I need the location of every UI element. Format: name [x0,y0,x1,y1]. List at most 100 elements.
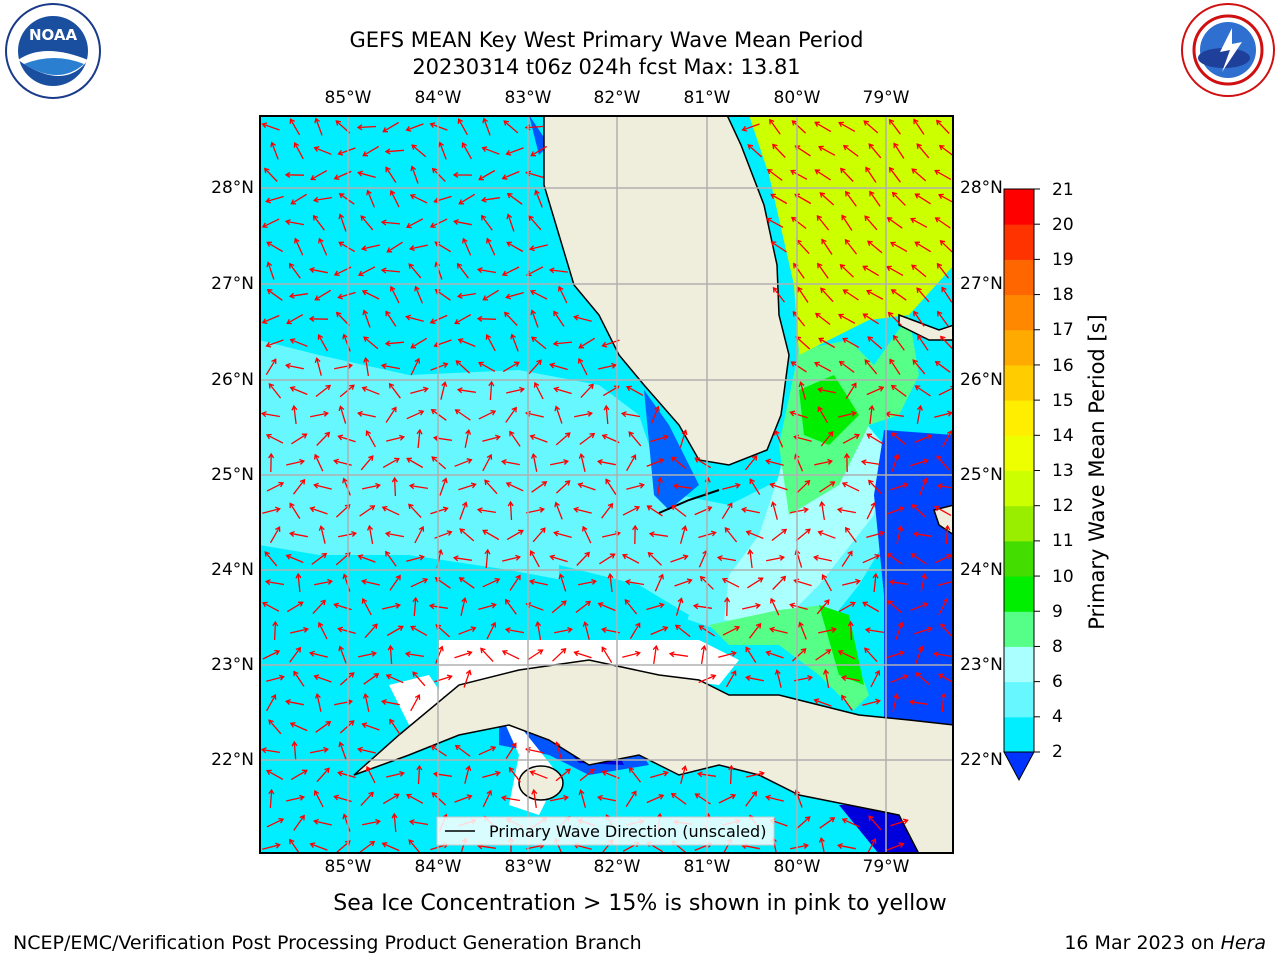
wave-direction-arrow [408,819,429,826]
wave-direction-arrow [380,363,401,370]
lon-tick-bottom: 82°W [593,857,641,877]
wave-direction-arrow [317,621,328,640]
lat-tick-right: 24°N [960,560,1003,580]
colorbar-tick: 10 [1052,567,1074,587]
wave-direction-arrow [553,310,565,327]
wave-direction-arrow [816,215,830,231]
wave-direction-arrow [410,577,429,588]
wave-direction-arrow [818,337,836,349]
wave-direction-arrow [795,816,811,830]
wave-direction-arrow [313,453,324,472]
wave-direction-arrow [408,263,422,279]
wave-direction-arrow [938,597,949,616]
wave-direction-arrow [914,193,931,205]
colorbar-segment [1004,505,1034,542]
wave-direction-arrow [365,765,376,784]
wave-direction-arrow [266,694,277,712]
wave-direction-arrow [478,746,497,756]
wave-direction-arrow [456,387,476,394]
wave-direction-arrow [700,644,707,665]
wave-direction-arrow [622,650,641,658]
wave-direction-arrow [530,145,548,157]
wave-direction-arrow [934,360,951,373]
wave-direction-arrow [551,600,567,614]
wave-direction-arrow [386,625,404,637]
colorbar-tick: 9 [1052,602,1063,622]
wave-direction-arrow [813,554,832,562]
wave-direction-arrow [462,237,472,256]
wave-direction-arrow [914,626,933,635]
wave-direction-arrow [285,698,304,706]
wave-direction-arrow [313,146,332,155]
wave-direction-arrow [842,289,859,301]
wave-direction-arrow [269,526,281,544]
wave-direction-arrow [506,241,524,253]
wave-direction-arrow [510,333,519,352]
wave-direction-arrow [555,480,571,494]
wave-direction-arrow [769,626,788,634]
wave-direction-arrow [456,262,469,279]
wave-direction-arrow [480,196,500,203]
wave-direction-arrow [670,792,687,805]
wave-direction-arrow [574,410,593,418]
lat-tick-right: 27°N [960,274,1003,294]
wave-direction-arrow [747,144,763,158]
wave-direction-arrow [261,218,280,229]
wave-direction-arrow [554,741,563,760]
colorbar-segment [1004,329,1034,366]
wave-direction-arrow [872,572,879,593]
wave-direction-arrow [405,123,424,132]
wave-direction-arrow [342,573,351,592]
map-gridlines [259,115,954,854]
wave-direction-arrow [870,669,881,688]
wave-direction-arrow [508,766,521,783]
wave-direction-arrow [260,411,281,418]
wave-direction-arrow [820,431,834,447]
wave-direction-arrow [503,311,518,326]
wave-direction-arrow [428,603,448,610]
lon-tick-bottom: 80°W [773,857,821,877]
wave-direction-arrow [485,334,496,352]
wave-direction-arrow [914,385,931,397]
wave-direction-arrow [890,482,909,491]
wave-direction-arrow [886,265,904,276]
wave-direction-arrow [817,406,829,424]
wave-direction-arrow [431,792,447,806]
colorbar-tick: 4 [1052,707,1063,727]
wave-direction-arrow [362,482,381,490]
wave-direction-arrow [770,193,788,205]
wave-direction-arrow [482,289,499,301]
lat-tick-left: 24°N [211,560,254,580]
wave-direction-arrow [692,603,712,610]
florida-keys [658,489,720,514]
wave-direction-arrow [656,476,663,497]
lon-tick-bottom: 83°W [504,857,552,877]
wave-direction-arrow [311,552,328,565]
wave-direction-arrow [908,699,928,706]
wave-direction-arrow [577,482,596,491]
wave-direction-arrow [867,336,883,350]
wave-direction-arrow [892,334,905,351]
wave-direction-arrow [291,404,298,424]
wave-direction-arrow [335,311,350,326]
wave-direction-arrow [385,674,404,684]
wave-direction-arrow [886,842,905,851]
wave-direction-arrow [263,167,278,182]
wave-direction-arrow [338,405,347,424]
wave-direction-arrow [505,406,517,423]
wave-direction-arrow [838,410,857,418]
wave-direction-arrow [408,503,422,519]
wave-direction-arrow [406,554,425,562]
wave-direction-arrow [889,358,901,375]
wave-direction-arrow [940,623,954,639]
wave-direction-arrow [650,405,660,424]
wave-direction-arrow [724,596,731,617]
wave-direction-arrow [721,577,740,588]
wave-direction-arrow [842,337,860,348]
wave-direction-arrow [293,814,305,831]
wave-direction-arrow [766,168,783,181]
wave-direction-arrow [791,120,807,134]
wave-direction-arrow [798,381,807,400]
wave-direction-arrow [576,551,591,566]
wave-direction-arrow [552,340,573,347]
